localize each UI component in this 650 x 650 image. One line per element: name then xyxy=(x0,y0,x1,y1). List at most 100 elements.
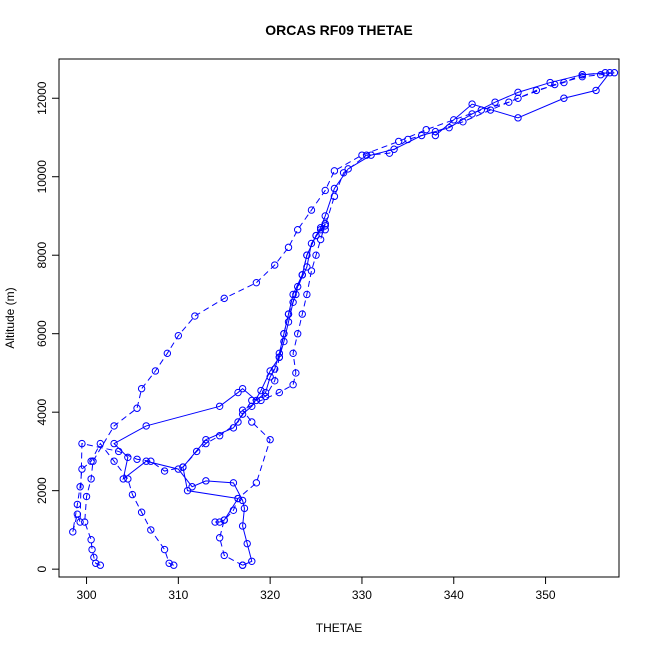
data-point xyxy=(202,435,210,444)
data-point xyxy=(257,396,265,405)
data-point xyxy=(514,114,522,122)
data-point xyxy=(248,557,256,565)
x-axis: 300 310 320 330 340 350 xyxy=(77,576,556,602)
data-point xyxy=(238,496,247,505)
data-point xyxy=(90,553,98,562)
data-point xyxy=(69,528,77,536)
data-point xyxy=(293,282,302,291)
data-point xyxy=(316,226,325,234)
data-point xyxy=(445,123,453,132)
data-point xyxy=(215,534,224,542)
y-tick-label: 0 xyxy=(35,565,49,572)
data-point xyxy=(82,492,91,501)
data-point xyxy=(280,330,288,338)
data-point xyxy=(431,131,440,140)
data-point xyxy=(261,392,270,401)
data-point xyxy=(321,212,329,220)
data-point xyxy=(578,72,586,81)
data-point xyxy=(284,310,293,318)
data-point xyxy=(307,206,316,214)
data-point xyxy=(243,539,251,548)
data-point xyxy=(431,127,440,136)
data-point xyxy=(610,69,619,77)
data-point xyxy=(160,467,169,475)
data-point xyxy=(596,71,605,79)
data-point xyxy=(133,455,141,463)
data-point xyxy=(261,388,270,397)
data-point xyxy=(422,125,430,134)
data-point xyxy=(321,220,329,228)
data-point xyxy=(284,318,293,326)
plot-frame xyxy=(58,58,620,578)
series-2 xyxy=(69,69,619,569)
data-point xyxy=(110,457,118,465)
data-point xyxy=(275,388,284,397)
data-point xyxy=(289,349,297,358)
data-point xyxy=(330,167,339,175)
data-point xyxy=(76,518,84,526)
data-point xyxy=(87,457,95,465)
data-point xyxy=(271,377,279,385)
data-point xyxy=(505,98,513,106)
data-point xyxy=(240,504,249,513)
x-tick-label: 330 xyxy=(352,588,372,602)
data-point xyxy=(293,330,302,338)
data-point xyxy=(344,165,352,173)
data-point xyxy=(330,184,339,193)
y-axis: 0 2000 4000 6000 8000 10000 12000 xyxy=(35,81,60,572)
data-point xyxy=(142,422,150,430)
data-point xyxy=(220,516,228,524)
chart-title: ORCAS RF09 THETAE xyxy=(265,22,413,38)
data-point xyxy=(307,267,316,275)
data-point xyxy=(119,475,127,483)
data-point xyxy=(303,290,311,299)
data-point xyxy=(215,432,224,440)
data-point xyxy=(307,239,316,248)
data-point xyxy=(147,526,155,534)
data-point xyxy=(252,396,261,405)
data-point xyxy=(81,518,89,526)
data-point xyxy=(96,439,105,448)
data-point xyxy=(248,418,256,426)
data-point xyxy=(229,424,238,432)
data-point xyxy=(96,561,105,569)
data-point xyxy=(450,116,458,124)
data-point xyxy=(238,410,247,418)
data-point xyxy=(578,71,586,79)
data-point xyxy=(248,402,256,410)
data-point xyxy=(137,384,146,393)
data-point xyxy=(330,192,339,201)
data-point xyxy=(266,435,274,444)
data-point xyxy=(229,479,238,487)
data-point xyxy=(293,226,302,234)
data-point xyxy=(292,369,300,377)
data-point xyxy=(78,465,86,473)
data-point xyxy=(163,349,172,358)
y-tick-label: 8000 xyxy=(35,242,49,269)
data-point xyxy=(390,145,398,153)
data-point xyxy=(592,86,600,95)
data-point xyxy=(238,522,247,530)
data-point xyxy=(137,508,146,516)
data-point xyxy=(238,561,247,569)
series-line xyxy=(182,223,326,523)
data-point xyxy=(367,151,375,159)
data-point xyxy=(303,251,311,259)
data-point xyxy=(284,243,293,252)
series-layer xyxy=(69,69,619,569)
data-point xyxy=(316,235,325,244)
data-point xyxy=(312,231,320,240)
data-point xyxy=(174,465,183,473)
data-point xyxy=(514,94,522,102)
data-point xyxy=(128,490,137,499)
data-point xyxy=(73,510,82,518)
data-point xyxy=(165,559,173,567)
data-point xyxy=(215,402,224,410)
data-point xyxy=(234,388,242,397)
data-point xyxy=(88,545,96,554)
data-point xyxy=(486,106,495,114)
data-point xyxy=(160,545,169,554)
y-axis-label: Altitude (m) xyxy=(3,287,17,348)
data-point xyxy=(358,151,366,159)
